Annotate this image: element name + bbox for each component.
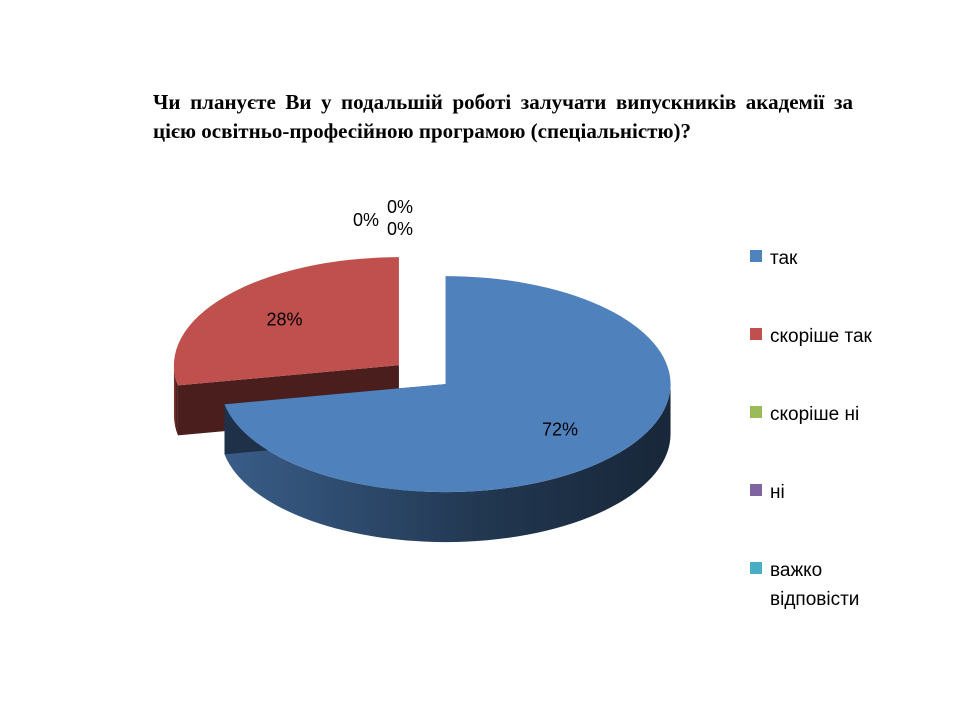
data-label-vazhko-vidpovisty: 0% <box>387 219 413 239</box>
chart-title: Чи плануєте Ви у подальшій роботі залуча… <box>153 90 853 143</box>
legend-item-skorishe-ni: скоріше ні <box>750 400 910 429</box>
data-label-tak: 72% <box>542 420 578 440</box>
legend-item-ni: ні <box>750 478 910 507</box>
data-label-skorishe-tak: 28% <box>266 310 302 330</box>
legend-label-vazhko-vidpovisty: важко відповісти <box>770 560 860 610</box>
legend-label-ni: ні <box>770 482 785 503</box>
legend-swatch-vazhko-vidpovisty <box>750 562 762 574</box>
pie-slice-tak <box>224 276 671 543</box>
legend-label-skorishe-ni: скоріше ні <box>770 404 860 425</box>
legend-item-skorishe-tak: скоріше так <box>750 322 910 351</box>
legend-swatch-skorishe-tak <box>750 328 762 340</box>
legend-label-skorishe-tak: скоріше так <box>770 326 872 347</box>
data-label-ni: 0% <box>387 197 413 217</box>
legend-swatch-ni <box>750 484 762 496</box>
legend-label-tak: так <box>770 248 798 269</box>
legend-item-tak: так <box>750 244 910 273</box>
legend-swatch-skorishe-ni <box>750 406 762 418</box>
data-label-skorishe-ni: 0% <box>353 210 379 230</box>
legend-swatch-tak <box>750 250 762 262</box>
legend-item-vazhko-vidpovisty: важко відповісти <box>750 556 910 614</box>
